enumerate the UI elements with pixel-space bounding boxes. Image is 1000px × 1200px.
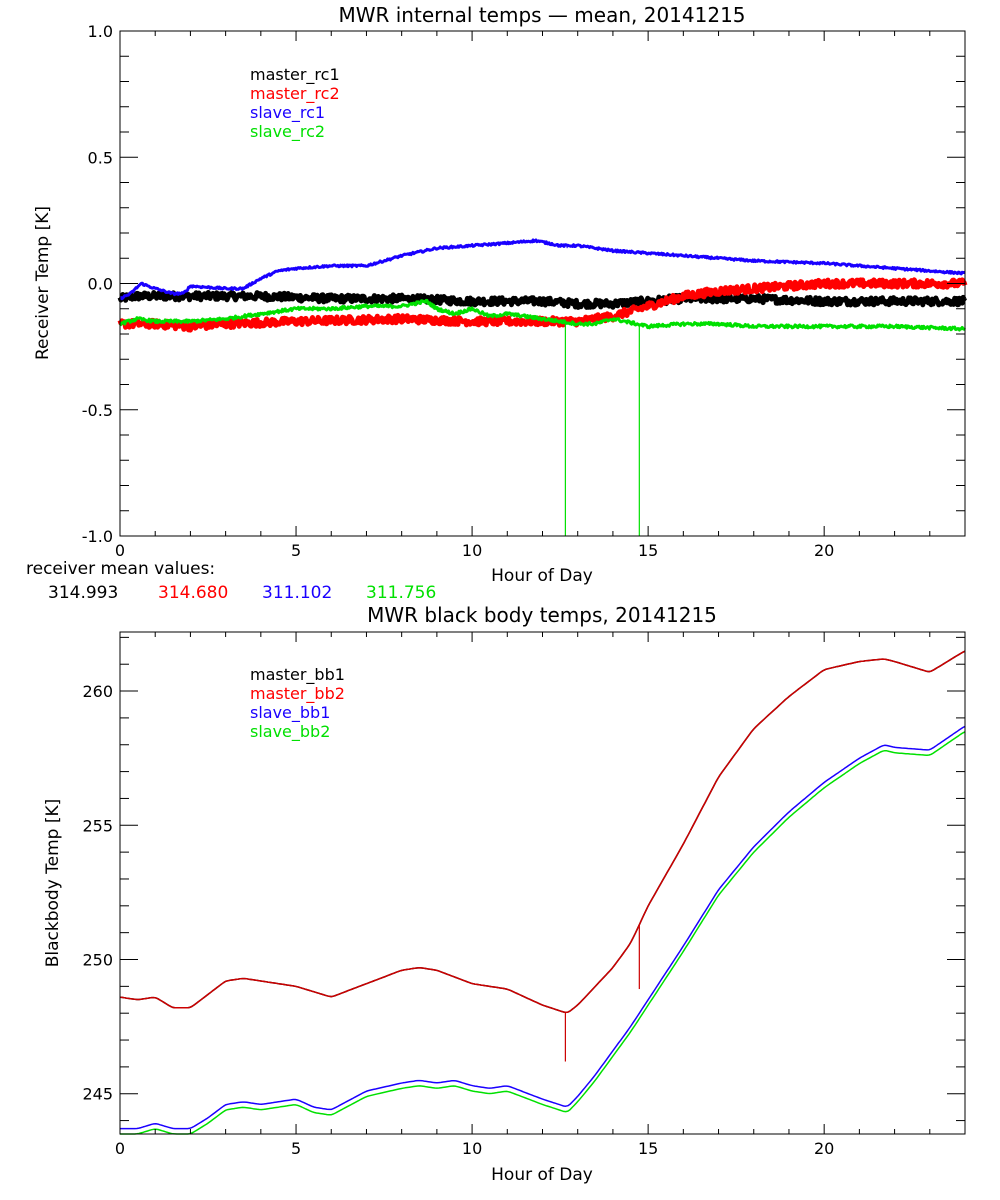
mean-value-slave-rc1: 311.102 — [262, 583, 332, 603]
legend-entry-master-bb1: master_bb1 — [250, 665, 345, 685]
series-line-slave-rc2 — [118, 298, 966, 332]
legend-entry-master-rc1: master_rc1 — [250, 65, 340, 85]
y-tick-label: 1.0 — [88, 22, 113, 41]
chart-title: MWR internal temps — mean, 20141215 — [338, 3, 745, 27]
legend-entry-slave-rc1: slave_rc1 — [250, 103, 325, 123]
series-line-master-rc1 — [117, 289, 968, 310]
x-tick-label: 5 — [291, 541, 301, 560]
y-tick-label: 260 — [82, 682, 113, 701]
mean-value-master-rc1: 314.993 — [48, 583, 118, 603]
tick-group: 0 5 10 15 20 -1.0 -0.5 0.0 0.5 1.0 — [82, 22, 965, 560]
receiver-temp-chart: MWR internal temps — mean, 20141215 0 5 10… — [33, 3, 968, 586]
legend-entry-master-bb2: master_bb2 — [250, 684, 345, 704]
x-tick-label: 10 — [462, 1139, 482, 1158]
tick-group: 0 5 10 15 20 245 250 255 260 — [82, 632, 965, 1158]
y-tick-label: 0.5 — [88, 148, 113, 167]
chart-title: MWR black body temps, 20141215 — [367, 603, 717, 627]
x-axis-label: Hour of Day — [491, 566, 593, 586]
x-tick-label: 20 — [814, 1139, 834, 1158]
y-tick-label: 250 — [82, 951, 113, 970]
series-line-slave-rc1 — [119, 238, 966, 301]
series-line-slave-bb2 — [120, 731, 966, 1135]
x-tick-label: 5 — [291, 1139, 301, 1158]
x-tick-label: 20 — [814, 541, 834, 560]
x-tick-label: 0 — [115, 1139, 125, 1158]
x-axis-label: Hour of Day — [491, 1165, 593, 1185]
y-tick-label: 245 — [82, 1085, 113, 1104]
x-tick-label: 0 — [115, 541, 125, 560]
mean-values-label: receiver mean values: — [26, 559, 215, 579]
plot-frame — [119, 631, 966, 1135]
legend-entry-slave-bb2: slave_bb2 — [250, 722, 330, 742]
mean-value-slave-rc2: 311.756 — [366, 583, 436, 603]
legend-entry-slave-bb1: slave_bb1 — [250, 703, 330, 723]
y-tick-label: 255 — [82, 816, 113, 835]
blackbody-temp-chart: MWR black body temps, 20141215 0 5 10 15 20 2… — [43, 603, 966, 1185]
receiver-mean-values: receiver mean values: 314.993 314.680 31… — [26, 559, 436, 603]
series-group — [117, 238, 968, 536]
x-tick-label: 10 — [462, 541, 482, 560]
y-tick-label: -0.5 — [82, 401, 113, 420]
series-group — [119, 650, 966, 1135]
y-axis-label: Receiver Temp [K] — [33, 206, 53, 360]
series-line-master-bb1 — [119, 650, 966, 1014]
legend-entry-master-rc2: master_rc2 — [250, 84, 340, 104]
legend-entry-slave-rc2: slave_rc2 — [250, 122, 325, 142]
mean-value-master-rc2: 314.680 — [158, 583, 228, 603]
series-line-master-bb2 — [119, 650, 966, 1014]
series-line-slave-bb1 — [120, 725, 966, 1130]
x-tick-label: 15 — [638, 541, 658, 560]
y-axis-label: Blackbody Temp [K] — [43, 799, 63, 968]
y-tick-label: 0.0 — [88, 275, 113, 294]
y-tick-label: -1.0 — [82, 527, 113, 546]
x-tick-label: 15 — [638, 1139, 658, 1158]
